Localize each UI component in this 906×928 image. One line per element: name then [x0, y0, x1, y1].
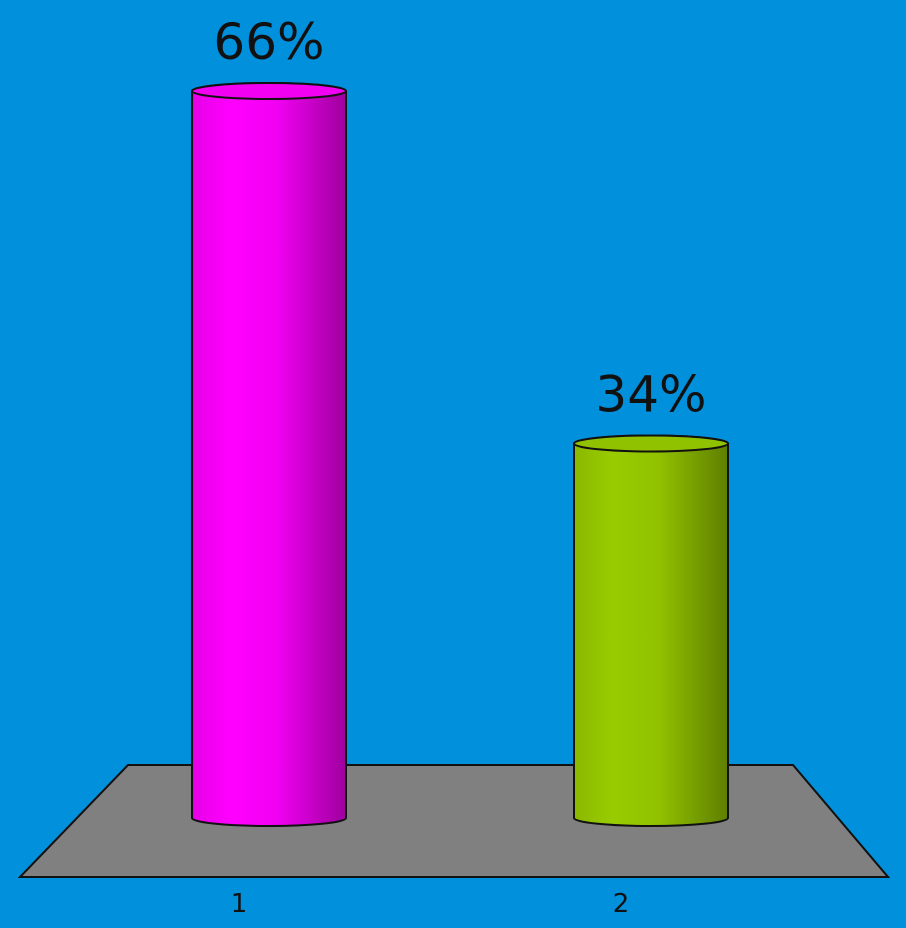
x-tick-label-2: 2 [613, 889, 630, 919]
chart-floor [17, 764, 891, 878]
data-label-1: 66% [213, 13, 324, 71]
labels-layer: 66% 1 34% 2 [213, 13, 706, 919]
bar-top-1 [191, 82, 347, 100]
x-tick-label-1: 1 [231, 889, 248, 919]
bar-top-2 [573, 434, 729, 453]
bars-layer [191, 82, 729, 827]
bar-1 [191, 82, 347, 827]
data-label-2: 34% [595, 365, 706, 423]
bar-2 [573, 434, 729, 827]
